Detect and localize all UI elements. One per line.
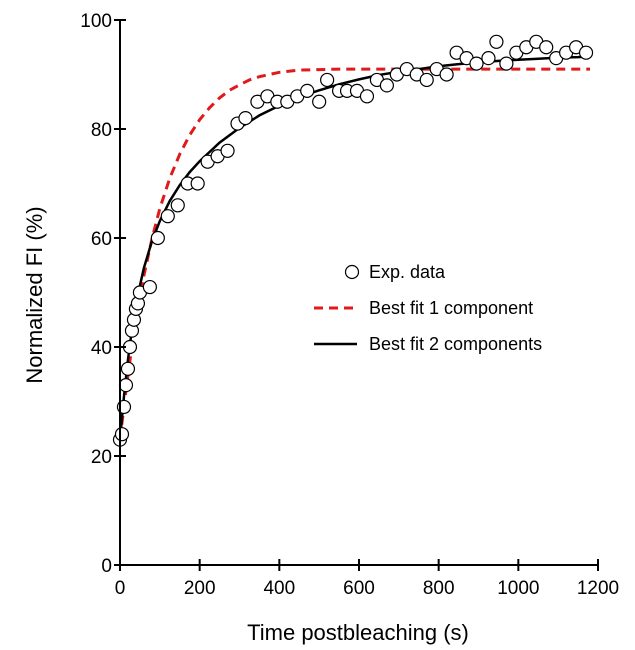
data-point — [481, 51, 496, 66]
x-tick-label: 600 — [343, 578, 375, 599]
data-point — [439, 67, 454, 82]
data-point — [114, 427, 130, 442]
data-point — [359, 89, 375, 104]
data-point — [160, 209, 175, 224]
data-point — [419, 72, 434, 88]
y-tick-label: 40 — [91, 338, 112, 359]
x-tick-label: 1000 — [497, 578, 539, 599]
data-point — [170, 198, 185, 213]
legend-marker-exp-data — [344, 264, 360, 280]
x-tick-label: 1200 — [577, 578, 619, 599]
data-point — [150, 230, 165, 246]
legend-label: Best fit 2 components — [369, 334, 542, 354]
data-point — [489, 34, 504, 49]
x-axis-title: Time postbleaching (s) — [247, 620, 469, 645]
y-tick-label: 100 — [80, 11, 112, 32]
y-tick-label: 0 — [101, 556, 112, 577]
data-point — [539, 40, 554, 55]
data-point — [300, 83, 315, 98]
data-point — [238, 110, 253, 126]
data-point — [120, 361, 136, 376]
plot-area — [112, 34, 594, 447]
legend-label: Exp. data — [369, 262, 446, 282]
data-point — [320, 72, 335, 88]
y-tick-label: 60 — [91, 229, 112, 250]
legend-label: Best fit 1 component — [369, 298, 533, 318]
y-tick-label: 80 — [91, 120, 112, 141]
x-tick-label: 200 — [184, 578, 216, 599]
x-tick-label: 400 — [263, 578, 295, 599]
data-point — [379, 78, 394, 93]
legend: Exp. data Best fit 1 component Best fit 2 … — [314, 262, 542, 354]
data-point — [499, 56, 514, 71]
fit-2-components-line — [118, 55, 591, 440]
data-point — [118, 378, 134, 393]
x-tick-label: 0 — [115, 578, 126, 599]
data-point — [578, 45, 594, 60]
data-point — [469, 56, 484, 71]
fit-1-component-line — [118, 67, 590, 440]
data-point — [312, 94, 327, 109]
y-tick-label: 20 — [91, 447, 112, 468]
y-axis-title: Normalized FI (%) — [22, 206, 47, 383]
data-point — [220, 143, 235, 158]
data-point — [142, 279, 157, 295]
data-point — [190, 176, 205, 191]
x-tick-label: 800 — [423, 578, 455, 599]
